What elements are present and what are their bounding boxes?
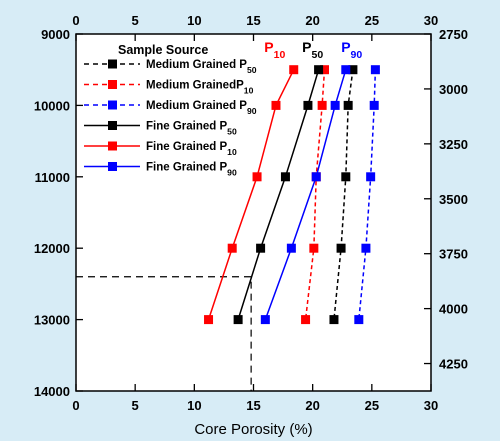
legend-label: Medium Grained P90 xyxy=(146,100,257,116)
data-point xyxy=(204,315,214,325)
x-tick-label-top: 20 xyxy=(305,13,319,28)
data-point xyxy=(233,315,243,325)
data-point xyxy=(329,315,339,325)
y-tick-label-left: 12000 xyxy=(34,241,70,256)
x-axis-title: Core Porosity (%) xyxy=(194,421,312,438)
data-point xyxy=(366,172,376,182)
legend-marker xyxy=(108,80,117,89)
data-point xyxy=(252,172,262,182)
data-point xyxy=(343,100,353,110)
data-point xyxy=(336,243,346,253)
y-tick-label-right: 2750 xyxy=(439,27,468,42)
data-point xyxy=(303,100,313,110)
legend-marker xyxy=(108,59,117,69)
data-point xyxy=(289,65,299,75)
legend-marker xyxy=(108,162,117,171)
y-tick-label-left: 11000 xyxy=(35,170,70,185)
legend: Sample Source Medium Grained P50 Medium Gr… xyxy=(84,43,257,178)
data-point xyxy=(227,243,237,253)
legend-marker xyxy=(108,141,117,151)
y-tick-label-right: 3500 xyxy=(439,192,468,207)
legend-label: Medium Grained P50 xyxy=(146,59,257,75)
data-point xyxy=(369,100,379,110)
legend-label: Medium GrainedP10 xyxy=(146,80,254,96)
y-tick-label-left: 9000 xyxy=(41,27,70,42)
x-tick-label-top: 5 xyxy=(132,13,139,28)
y-tick-label-right: 3750 xyxy=(439,247,468,262)
y-tick-label-right: 4250 xyxy=(439,357,468,372)
plot-area xyxy=(75,33,432,392)
x-tick-label-bottom: 10 xyxy=(187,398,201,413)
axis-ticks: 0 0 5 5 10 10 15 15 20 20 25 25 30 30 9000 10000 11000 12… xyxy=(34,13,468,413)
legend-title: Sample Source xyxy=(118,43,208,57)
data-point xyxy=(361,243,371,253)
data-point xyxy=(286,243,296,253)
x-tick-label-top: 15 xyxy=(246,13,260,28)
data-point xyxy=(317,100,327,110)
x-tick-label-bottom: 5 xyxy=(132,398,139,413)
y-tick-label-left: 13000 xyxy=(34,313,70,328)
data-point xyxy=(271,100,281,110)
x-tick-label-bottom: 0 xyxy=(72,398,79,413)
y-tick-label-left: 14000 xyxy=(34,384,70,399)
legend-label: Fine Grained P10 xyxy=(146,141,237,157)
top-label: P10 xyxy=(264,39,285,61)
x-tick-label-top: 10 xyxy=(187,13,201,28)
series-top-labels: P10 P50 P90 xyxy=(264,39,362,61)
data-point xyxy=(330,100,340,110)
x-tick-label-bottom: 25 xyxy=(365,398,379,413)
data-point xyxy=(348,65,358,75)
data-point xyxy=(309,243,319,253)
data-point xyxy=(280,172,290,182)
x-tick-label-bottom: 20 xyxy=(305,398,319,413)
legend-label: Fine Grained P90 xyxy=(146,162,237,178)
data-point xyxy=(301,315,311,325)
data-point xyxy=(341,65,351,75)
x-tick-label-bottom: 15 xyxy=(246,398,260,413)
data-point xyxy=(370,65,380,75)
x-tick-label-top: 30 xyxy=(424,13,438,28)
x-tick-label-bottom: 30 xyxy=(424,398,438,413)
data-point xyxy=(320,65,329,75)
data-series xyxy=(204,65,380,325)
y-tick-label-right: 4000 xyxy=(439,302,468,317)
y-tick-label-left: 10000 xyxy=(34,98,70,113)
y-tick-label-right: 3250 xyxy=(439,137,468,152)
legend-marker xyxy=(108,121,117,130)
data-point xyxy=(260,315,270,325)
data-point xyxy=(341,172,351,182)
x-tick-label-top: 25 xyxy=(365,13,379,28)
legend-label: Fine Grained P50 xyxy=(146,121,237,137)
data-point xyxy=(256,243,266,253)
y-tick-label-right: 3000 xyxy=(439,82,468,97)
data-point xyxy=(311,172,321,182)
data-point xyxy=(314,65,324,75)
x-tick-label-top: 0 xyxy=(72,13,79,28)
top-label: P50 xyxy=(302,39,323,61)
top-label: P90 xyxy=(341,39,362,61)
data-point xyxy=(354,315,364,325)
legend-marker xyxy=(108,100,117,110)
